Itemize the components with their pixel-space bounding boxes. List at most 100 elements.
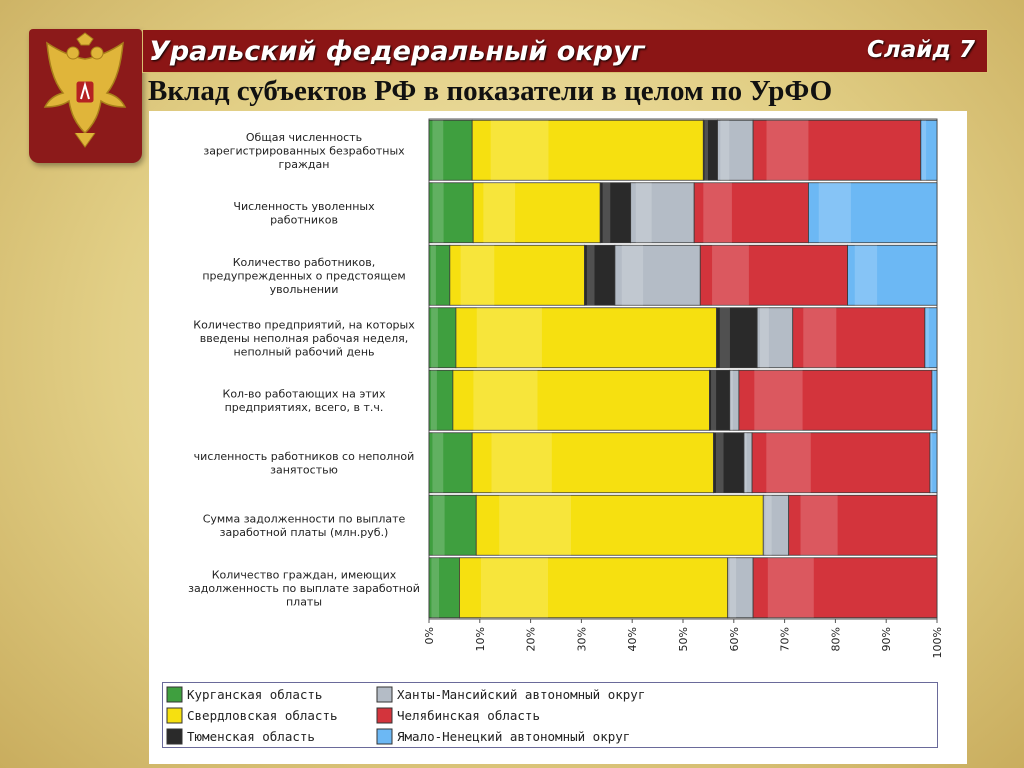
- bar-highlight: [432, 432, 444, 493]
- category-label: Количество работников, предупрежденных о …: [202, 256, 405, 296]
- stacked-bar-chart: Общая численность зарегистрированных безр…: [188, 118, 944, 658]
- legend-swatch: [166, 728, 183, 745]
- slide-number: Слайд 7: [867, 37, 975, 63]
- x-tick-label: 70%: [779, 627, 792, 651]
- bar-segment: [471, 432, 714, 494]
- bar-highlight: [932, 370, 934, 431]
- bar-segment: [452, 369, 710, 431]
- bar-segment: [788, 494, 938, 556]
- bar-highlight: [711, 370, 717, 431]
- bar-segment: [599, 182, 632, 244]
- bar-segment: [475, 494, 764, 556]
- bar-highlight: [729, 557, 737, 618]
- legend-label: Челябинская область: [397, 708, 540, 723]
- bar-segment: [428, 494, 477, 556]
- legend-swatch: [166, 707, 183, 724]
- bar-highlight: [760, 307, 769, 368]
- legend-label: Свердловская область: [187, 708, 338, 723]
- bar-highlight: [766, 432, 811, 493]
- bar-highlight: [432, 495, 445, 556]
- bar-segment: [762, 494, 790, 556]
- legend-swatch: [166, 686, 183, 703]
- category-label: численность работников сo неполной занято…: [194, 450, 415, 477]
- bar-highlight: [621, 245, 644, 306]
- bar-highlight: [803, 307, 837, 368]
- bar-segment: [428, 432, 473, 494]
- legend-label: Ханты-Мансийский автономный округ: [397, 687, 645, 702]
- category-label: Сумма задолженности по выплате заработной…: [203, 513, 406, 540]
- x-tick-label: 40%: [626, 627, 639, 651]
- bar-highlight: [430, 245, 436, 306]
- x-tick-label: 80%: [829, 627, 842, 651]
- bar-highlight: [744, 432, 747, 493]
- bar-highlight: [730, 370, 733, 431]
- bar-segment: [614, 244, 701, 306]
- bar-highlight: [491, 432, 552, 493]
- legend-swatch: [376, 728, 393, 745]
- bar-segment: [693, 182, 809, 244]
- bar-segment: [808, 182, 938, 244]
- bar-segment: [455, 307, 717, 369]
- slide-subtitle: Вклад субъектов РФ в показатели в целом …: [148, 75, 833, 107]
- bar-segment: [847, 244, 938, 306]
- x-tick-label: 0%: [423, 627, 436, 644]
- bar-highlight: [473, 370, 538, 431]
- x-tick-label: 50%: [677, 627, 690, 651]
- bar-highlight: [490, 120, 549, 181]
- bar-segment: [459, 557, 729, 619]
- bar-segment: [713, 432, 745, 494]
- bar-highlight: [818, 182, 851, 243]
- bar-segment: [752, 557, 938, 619]
- bar-highlight: [719, 307, 730, 368]
- bar-segment: [699, 244, 848, 306]
- bar-highlight: [602, 182, 611, 243]
- bar-highlight: [430, 370, 437, 431]
- bar-highlight: [800, 495, 838, 556]
- bar-segment: [931, 369, 938, 431]
- category-label: Кол-во работающих на этих предприятиях, в…: [223, 388, 386, 415]
- bar-highlight: [432, 120, 444, 181]
- bar-highlight: [431, 557, 440, 618]
- bar-segment: [428, 182, 474, 244]
- bar-highlight: [715, 432, 724, 493]
- bar-segment: [472, 182, 601, 244]
- bar-segment: [920, 119, 938, 181]
- legend-label: Ямало-Ненецкий автономный округ: [397, 729, 630, 744]
- bar-segment: [717, 119, 754, 181]
- bar-segment: [428, 307, 457, 369]
- legend-svg: Курганская область Свердловская область Тю…: [166, 686, 645, 745]
- bar-segment: [929, 432, 938, 494]
- bar-segment: [752, 119, 922, 181]
- bar-highlight: [476, 307, 542, 368]
- bar-segment: [471, 119, 704, 181]
- title-bar: Уральский федеральный округ Слайд 7: [142, 29, 988, 73]
- chart-legend: Курганская область Свердловская область Тю…: [162, 682, 938, 748]
- bar-highlight: [432, 182, 444, 243]
- bar-highlight: [930, 432, 933, 493]
- bar-highlight: [767, 557, 814, 618]
- x-tick-label: 100%: [931, 627, 944, 658]
- bar-segment: [428, 557, 460, 619]
- bar-highlight: [635, 182, 652, 243]
- bar-highlight: [704, 120, 709, 181]
- bar-highlight: [483, 182, 516, 243]
- category-label: Количество предприятий, на которых введен…: [193, 318, 415, 358]
- bar-highlight: [854, 245, 878, 306]
- bar-segment: [630, 182, 695, 244]
- x-tick-label: 60%: [728, 627, 741, 651]
- bar-highlight: [922, 120, 927, 181]
- bar-segment: [584, 244, 616, 306]
- legend-label: Тюменская область: [187, 729, 315, 744]
- bar-highlight: [765, 495, 772, 556]
- bar-segment: [792, 307, 926, 369]
- bar-highlight: [460, 245, 495, 306]
- x-tick-label: 90%: [880, 627, 893, 651]
- slide-title: Уральский федеральный округ: [149, 36, 645, 67]
- bar-highlight: [480, 557, 548, 618]
- bar-highlight: [586, 245, 595, 306]
- bar-highlight: [720, 120, 730, 181]
- bar-segment: [449, 244, 585, 306]
- bar-segment: [428, 119, 473, 181]
- category-label: Количество граждан, имеющих задолженность…: [188, 568, 420, 608]
- legend-swatch: [376, 686, 393, 703]
